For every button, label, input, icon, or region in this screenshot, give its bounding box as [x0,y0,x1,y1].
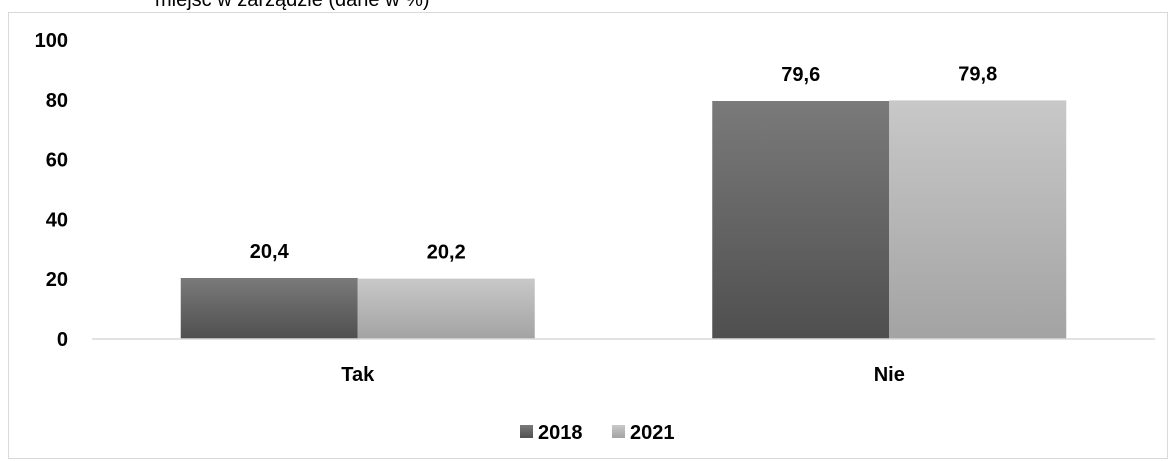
y-axis: 0 20 40 60 80 100 [35,30,68,351]
y-tick-label-2: 40 [46,209,68,231]
legend-label-2021: 2021 [630,422,675,444]
y-tick-label-4: 80 [46,90,68,112]
data-label-tak-2018: 20,4 [250,241,290,263]
bar-nie-2021 [889,100,1067,339]
data-label-nie-2018: 79,6 [781,64,820,86]
y-tick-label-0: 0 [57,329,68,351]
legend-label-2018: 2018 [538,422,583,444]
legend-swatch-2021 [612,425,625,438]
y-tick-label-3: 60 [46,150,68,172]
x-axis: Tak Nie [341,364,905,386]
data-label-tak-2021: 20,2 [427,242,466,264]
chart-title: miejsc w zarządzie (dane w %) [155,0,430,11]
bar-tak-2021 [357,278,535,339]
data-label-nie-2021: 79,8 [958,63,997,85]
legend: 2018 2021 [520,422,675,444]
data-labels: 20,4 20,2 79,6 79,8 [250,63,997,263]
bars [180,100,1067,339]
y-tick-label-1: 20 [46,269,68,291]
x-tick-label-nie: Nie [874,364,905,386]
bar-nie-2018 [712,100,890,339]
x-tick-label-tak: Tak [341,364,375,386]
legend-swatch-2018 [520,425,533,438]
y-tick-label-5: 100 [35,30,68,52]
bar-tak-2018 [180,278,358,339]
